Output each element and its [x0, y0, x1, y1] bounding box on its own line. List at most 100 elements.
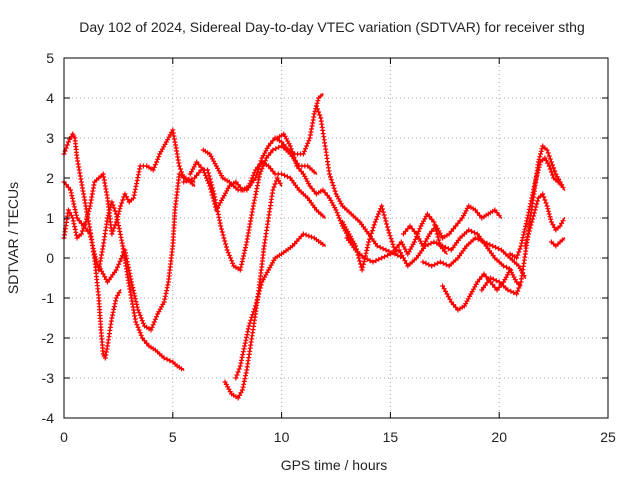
plus-marker-run [548, 159, 558, 174]
plus-marker-run [518, 218, 530, 249]
plus-marker-run [333, 191, 344, 207]
plus-marker-run [514, 282, 523, 297]
plus-marker-run [466, 227, 477, 236]
plus-marker-run [129, 279, 140, 310]
plus-marker-run [507, 251, 517, 260]
plus-marker-run [340, 223, 351, 239]
plus-marker-run [102, 346, 110, 361]
plus-marker-run [244, 206, 256, 245]
y-tick-label: 4 [46, 90, 54, 106]
plus-marker-run [496, 279, 509, 291]
plus-marker-run [481, 271, 491, 282]
plus-marker-run [544, 203, 554, 222]
plus-marker-run [192, 170, 202, 181]
plus-marker-run [501, 263, 512, 272]
series-line [63, 181, 185, 371]
plus-marker-run [155, 301, 166, 317]
plus-marker-run [244, 177, 257, 193]
plus-marker-run [237, 346, 247, 369]
plus-marker-run [553, 225, 561, 233]
plus-marker-run [479, 212, 489, 221]
plus-marker-run [440, 232, 450, 241]
plus-marker-run [126, 283, 138, 322]
plus-marker-run [61, 142, 70, 157]
plus-marker-run [392, 242, 402, 253]
plus-marker-run [248, 314, 258, 345]
plus-marker-run [418, 213, 429, 229]
plus-marker-run [433, 223, 444, 239]
plus-marker-run [455, 304, 465, 313]
plus-marker-run [237, 242, 249, 273]
plus-marker-run [287, 143, 299, 166]
tick-labels: 0 5 10 15 20 25 -4 -3 -2 -1 0 1 2 3 4 5 [42, 50, 616, 445]
plus-marker-run [68, 187, 79, 218]
plus-marker-run [440, 283, 453, 302]
plus-marker-run [305, 195, 318, 211]
y-tick-label: -1 [42, 290, 55, 306]
plus-marker-run [65, 134, 74, 145]
series-sat-track-3 [61, 127, 196, 241]
series-sat-track-4 [96, 171, 196, 333]
plus-marker-run [242, 326, 251, 349]
plus-marker-run [146, 343, 156, 352]
plus-marker-run [307, 114, 317, 141]
plus-marker-run [98, 327, 106, 354]
plus-marker-run [287, 175, 300, 191]
plus-marker-run [514, 246, 523, 261]
plus-marker-run [318, 115, 328, 146]
x-axis-label: GPS time / hours [281, 457, 388, 473]
x-tick-label: 10 [274, 429, 290, 445]
plus-marker-run [498, 247, 511, 259]
plus-marker-run [137, 163, 146, 169]
series-sat-track-2 [61, 179, 185, 372]
plus-marker-run [220, 175, 230, 184]
plus-marker-run [161, 355, 173, 364]
plus-marker-run [126, 197, 134, 205]
plus-marker-run [148, 314, 159, 333]
plus-marker-run [172, 139, 182, 166]
series-sat-track-1 [61, 131, 122, 361]
series-sat-track-16 [440, 267, 522, 313]
plus-marker-run [472, 207, 483, 218]
plus-marker-run [466, 203, 476, 212]
plus-marker-run [263, 150, 274, 161]
plus-marker-run [157, 141, 168, 157]
plus-marker-run [529, 198, 541, 225]
plus-marker-run [424, 211, 435, 222]
plus-marker-run [420, 233, 431, 249]
plus-marker-run [222, 379, 233, 395]
series-sat-track-15 [420, 235, 527, 279]
plus-marker-run [448, 237, 461, 253]
plus-marker-run [294, 163, 304, 174]
plus-marker-run [514, 279, 522, 287]
plus-marker-run [387, 248, 399, 257]
plus-marker-run [348, 211, 361, 223]
plus-marker-run [105, 318, 114, 349]
plus-marker-run [274, 132, 285, 141]
plus-marker-run [494, 282, 504, 293]
y-tick-label: -3 [42, 370, 55, 386]
x-tick-label: 5 [169, 429, 177, 445]
plus-marker-run [233, 366, 242, 381]
plus-marker-run [235, 390, 244, 401]
x-tick-label: 0 [60, 429, 68, 445]
series-sat-track-19 [522, 191, 566, 249]
plus-marker-run [492, 207, 502, 218]
y-tick-label: 3 [46, 130, 54, 146]
plus-marker-run [429, 260, 440, 269]
plus-marker-run [361, 255, 373, 264]
plus-marker-run [327, 171, 338, 194]
plus-marker-run [548, 239, 557, 247]
plus-marker-run [322, 143, 332, 174]
plus-marker-run [139, 335, 150, 346]
plus-marker-run [133, 319, 144, 338]
plus-marker-run [274, 175, 283, 186]
plus-marker-run [70, 131, 77, 139]
plus-marker-run [109, 222, 118, 237]
series-sat-track-6 [187, 159, 326, 219]
plus-marker-run [533, 162, 543, 181]
plus-marker-run [131, 166, 143, 201]
plus-marker-run [366, 222, 377, 245]
plus-marker-run [281, 131, 292, 147]
y-tick-label: -4 [42, 410, 55, 426]
